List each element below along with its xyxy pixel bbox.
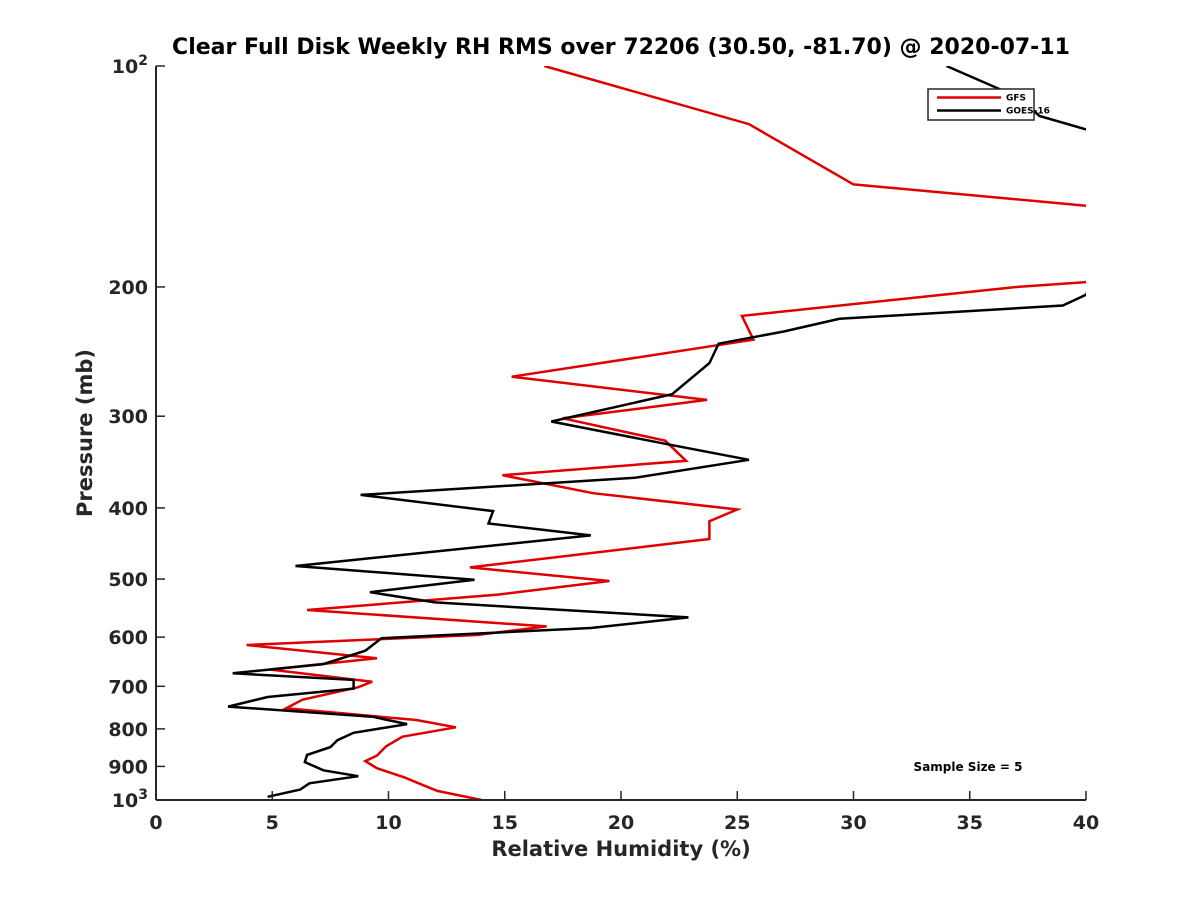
legend-box [927, 88, 1035, 121]
x-tick-label: 40 [1073, 812, 1099, 834]
plot-area [227, 66, 1086, 800]
legend-label: GOES-16 [1006, 107, 1050, 117]
x-tick-label: 30 [840, 812, 866, 834]
y-tick-label: 500 [108, 569, 148, 591]
axes: 0 5 10 15 20 25 30 35 40 102 200 300 400 500 600 700 800… [108, 53, 1099, 834]
x-axis-label: Relative Humidity (%) [491, 837, 750, 861]
x-tick-label: 10 [375, 812, 401, 834]
x-tick-label: 25 [724, 812, 750, 834]
legend: GFS GOES-16 [927, 88, 1050, 121]
series-line-goes-16 [227, 66, 1086, 799]
y-tick-label: 800 [108, 719, 148, 741]
y-tick-label: 102 [112, 53, 148, 78]
sample-size-annotation: Sample Size = 5 [914, 760, 1023, 774]
legend-label: GFS [1006, 94, 1026, 104]
y-tick-label: 900 [108, 756, 148, 778]
y-axis-label: Pressure (mb) [73, 349, 97, 517]
chart-title: Clear Full Disk Weekly RH RMS over 72206… [172, 35, 1070, 60]
x-tick-label: 35 [957, 812, 983, 834]
x-tick-label: 5 [266, 812, 279, 834]
y-tick-label: 103 [112, 787, 148, 812]
y-tick-label: 400 [108, 498, 148, 520]
y-tick-label: 300 [108, 406, 148, 428]
x-tick-label: 0 [149, 812, 162, 834]
y-tick-label: 700 [108, 676, 148, 698]
x-tick-label: 20 [608, 812, 634, 834]
series-line-gfs [246, 66, 1086, 800]
y-tick-label: 600 [108, 627, 148, 649]
y-tick-label: 200 [108, 277, 148, 299]
x-tick-label: 15 [492, 812, 518, 834]
